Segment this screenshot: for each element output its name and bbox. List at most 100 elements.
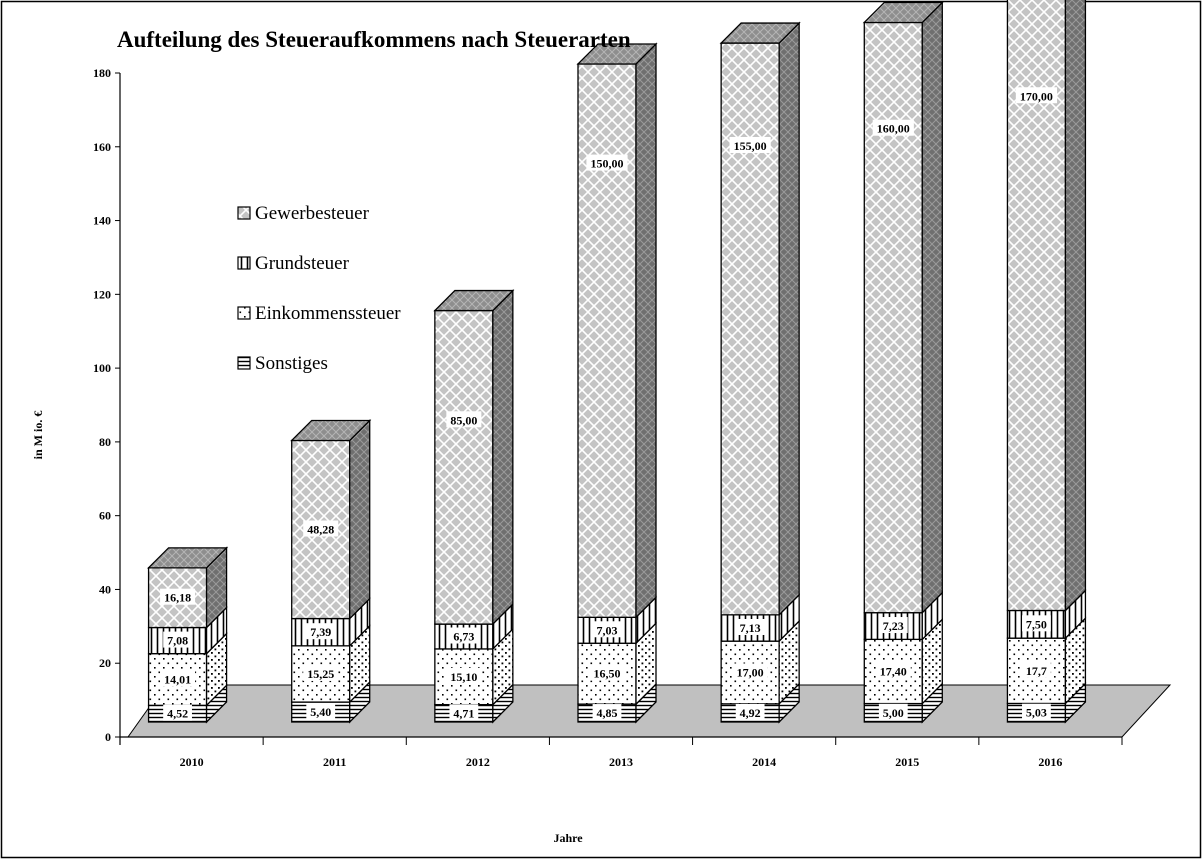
x-tick-label: 2014: [752, 755, 776, 769]
legend-swatch: [237, 306, 251, 320]
y-tick-label: 20: [99, 656, 111, 670]
data-label: 14,01: [164, 672, 191, 686]
data-label-bg: [446, 411, 482, 428]
data-label-bg: [160, 588, 196, 605]
data-label: 7,23: [883, 619, 904, 633]
data-label: 7,03: [597, 623, 618, 637]
y-tick-label: 180: [93, 66, 111, 80]
data-label-bg: [878, 703, 908, 720]
data-label: 5,00: [883, 706, 904, 720]
data-label-bg: [729, 136, 771, 153]
x-tick-label: 2011: [323, 755, 346, 769]
data-label: 85,00: [450, 413, 477, 427]
data-label: 17,7: [1026, 664, 1047, 678]
bar-top: [576, 43, 658, 65]
data-label-bg: [589, 664, 625, 681]
x-axis-label: Jahre: [553, 831, 583, 845]
bar-top: [290, 419, 372, 442]
y-tick-label: 140: [93, 214, 111, 228]
data-label-bg: [449, 627, 479, 644]
x-tick-label: 2013: [609, 755, 633, 769]
bar-segment: [720, 42, 780, 616]
legend: Gewerbesteuer Grundsteuer Einkommenssteuer…: [237, 203, 401, 374]
data-label-bg: [872, 119, 914, 136]
x-tick-label: 2010: [180, 755, 204, 769]
data-label: 7,08: [167, 634, 188, 648]
data-label-bg: [306, 623, 336, 640]
y-tick-label: 60: [99, 509, 111, 523]
data-label: 16,18: [164, 591, 191, 605]
x-tick-label: 2012: [466, 755, 490, 769]
y-axis-label: in M io. €: [31, 411, 45, 460]
data-label: 7,39: [310, 625, 331, 639]
data-label: 17,40: [880, 664, 907, 678]
bar-top: [147, 547, 229, 569]
data-label: 15,25: [307, 667, 334, 681]
data-label: 16,50: [594, 667, 621, 681]
data-label: 155,00: [734, 139, 767, 153]
data-label-bg: [878, 617, 908, 634]
y-tick-label: 0: [105, 730, 111, 744]
data-label: 17,00: [737, 665, 764, 679]
data-label-bg: [1022, 615, 1051, 632]
y-tick-label: 120: [93, 287, 111, 301]
data-label-bg: [592, 621, 622, 638]
data-label-bg: [303, 664, 339, 681]
data-label: 160,00: [877, 122, 910, 136]
data-label-bg: [735, 618, 765, 635]
bar-segment: [863, 21, 923, 614]
data-label: 6,73: [453, 630, 474, 644]
bar-segment-side: [921, 0, 943, 615]
data-label-bg: [163, 631, 192, 648]
data-label: 4,52: [167, 707, 188, 721]
y-tick-label: 80: [99, 435, 111, 449]
data-label-bg: [163, 704, 192, 721]
chart-title: Aufteilung des Steueraufkommens nach Ste…: [117, 27, 631, 52]
data-label-bg: [1022, 661, 1051, 678]
legend-swatch: [237, 356, 251, 370]
legend-swatch: [237, 256, 251, 270]
data-label-bg: [586, 154, 628, 171]
data-label-bg: [303, 520, 339, 537]
bar-top: [719, 22, 801, 44]
legend-label: Sonstiges: [255, 353, 328, 374]
bar-segment-side: [635, 42, 657, 619]
y-tick-label: 40: [99, 582, 111, 596]
data-label: 150,00: [591, 157, 624, 171]
bars-group: [147, 0, 1087, 724]
data-label: 48,28: [307, 523, 334, 537]
bar-top: [433, 289, 515, 312]
bar-segment: [434, 309, 494, 625]
data-label-bg: [735, 703, 765, 720]
data-label-bg: [449, 704, 479, 721]
x-axis-ticks: 2010 2011 2012 2013 2014 2015 2016: [119, 737, 1123, 769]
bar-segment: [577, 63, 637, 618]
bar-segment-side: [1064, 0, 1087, 613]
data-label: 5,03: [1026, 706, 1047, 720]
data-label-bg: [446, 667, 482, 684]
legend-label: Grundsteuer: [255, 253, 350, 274]
bar-top: [862, 1, 944, 24]
legend-label: Einkommenssteuer: [255, 303, 401, 324]
data-label-bg: [1022, 703, 1051, 720]
bar-segment-side: [778, 21, 800, 617]
data-label: 7,50: [1026, 617, 1047, 631]
data-label-bg: [306, 703, 336, 720]
data-label: 4,85: [597, 706, 618, 720]
data-label: 5,40: [310, 705, 331, 719]
data-labels: 4,52 14,01 7,08 16,18 5,40 15,25 7,39 48,28 4,71…: [160, 87, 1058, 721]
x-tick-label: 2016: [1038, 755, 1062, 769]
bar-segment-side: [349, 418, 371, 621]
data-label-bg: [592, 704, 622, 721]
data-label-bg: [732, 663, 768, 680]
bar-segment-side: [492, 288, 514, 626]
y-axis-ticks: 0 20 40 60 80 100 120 140 160 180: [93, 66, 120, 744]
data-label: 15,10: [450, 670, 477, 684]
legend-swatch: [237, 206, 251, 220]
data-label-bg: [875, 662, 911, 679]
data-label-bg: [1015, 87, 1058, 104]
y-tick-label: 100: [93, 361, 111, 375]
